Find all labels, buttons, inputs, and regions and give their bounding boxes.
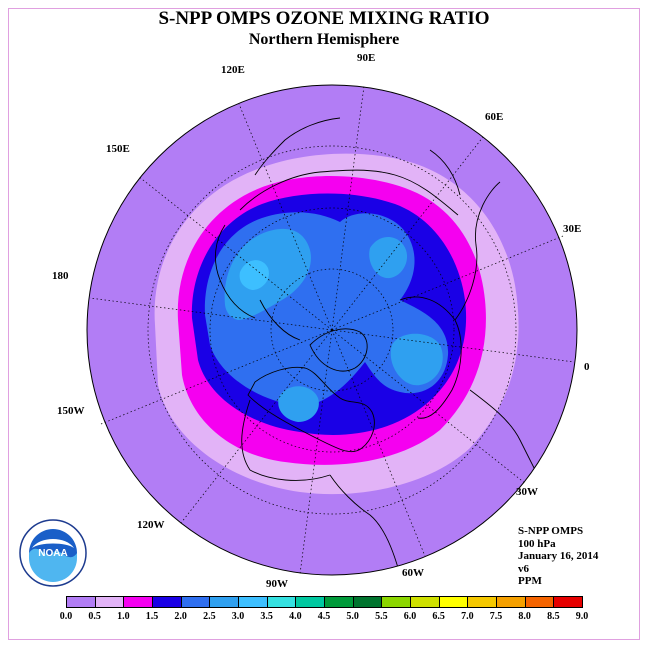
band-3.0 <box>239 260 269 290</box>
noaa-logo: NOAA <box>19 519 87 587</box>
info-version: v6 <box>518 562 529 575</box>
colorbar-swatch <box>324 596 354 608</box>
colorbar-tick-label: 4.0 <box>289 611 302 622</box>
colorbar-swatch <box>152 596 182 608</box>
colorbar-swatch <box>553 596 583 608</box>
colorbar-tick-label: 4.5 <box>317 611 331 622</box>
info-date: January 16, 2014 <box>518 550 599 562</box>
colorbar-tick-label: 0.0 <box>59 611 73 622</box>
colorbar-tick-label: 5.0 <box>346 611 359 622</box>
colorbar-tick-label: 8.5 <box>547 611 560 622</box>
colorbar-swatch <box>123 596 153 608</box>
lon-label-180: 180 <box>52 270 69 282</box>
band-2.5d <box>278 386 319 422</box>
info-level: 100 hPa <box>518 537 556 550</box>
colorbar-swatch <box>438 596 469 608</box>
lon-label-0: 0 <box>584 361 590 373</box>
lon-label-30w: 30W <box>516 486 538 498</box>
colorbar-swatch <box>467 596 497 608</box>
colorbar-tick-label: 9.0 <box>575 611 589 622</box>
map-boundary <box>86 84 578 576</box>
colorbar-swatch <box>94 596 125 608</box>
ozone-field <box>87 85 577 575</box>
colorbar-tick-label: 3.0 <box>231 611 245 622</box>
colorbar-tick-label: 1.5 <box>145 611 159 622</box>
map-subtitle: Northern Hemisphere <box>248 31 400 48</box>
colorbar-tick-label: 7.5 <box>489 611 503 622</box>
figure-frame <box>8 8 640 640</box>
lon-label-120e: 120E <box>221 64 245 76</box>
lon-label-120w: 120W <box>137 519 165 531</box>
colorbar-swatch <box>295 596 325 608</box>
colorbar-tick-label: 6.0 <box>403 611 417 622</box>
coastlines <box>214 117 549 575</box>
colorbar-swatch <box>66 596 96 608</box>
colorbar-swatch <box>381 596 411 608</box>
colorbar-swatch <box>266 596 297 608</box>
colorbar-tick-label: 5.5 <box>375 611 388 622</box>
band-2.5b <box>369 236 408 279</box>
colorbar-tick-label: 2.0 <box>174 611 187 622</box>
lon-label-150e: 150E <box>106 143 130 155</box>
lon-label-90e: 90E <box>357 52 375 64</box>
colorbar-swatch <box>524 596 555 608</box>
colorbar-swatch <box>410 596 440 608</box>
colorbar-swatch <box>496 596 526 608</box>
lon-label-60e: 60E <box>485 111 503 123</box>
colorbar-swatch <box>238 596 268 608</box>
colorbar-tick-label: 0.5 <box>88 611 101 622</box>
colorbar-tick-label: 7.0 <box>461 611 474 622</box>
colorbar-tick-label: 3.5 <box>260 611 273 622</box>
colorbar-tick-label: 8.0 <box>518 611 531 622</box>
colorbar-swatch <box>180 596 211 608</box>
band-2.5c <box>390 333 443 386</box>
colorbar-swatch <box>209 596 239 608</box>
lon-label-30e: 30E <box>563 223 581 235</box>
lon-label-60w: 60W <box>402 567 424 579</box>
lon-label-90w: 90W <box>266 578 288 590</box>
lon-label-150w: 150W <box>57 405 85 417</box>
info-units: PPM <box>518 575 542 587</box>
noaa-logo-text: NOAA <box>38 548 67 559</box>
colorbar-tick-label: 1.0 <box>117 611 130 622</box>
info-instrument: S-NPP OMPS <box>518 525 584 537</box>
longitude-labels: 90E 60E 30E 0 30W 60W 90W 120W 150W 180 … <box>52 52 590 590</box>
colorbar-tick-label: 2.5 <box>203 611 216 622</box>
colorbar-swatch <box>352 596 383 608</box>
colorbar-tick-label: 6.5 <box>432 611 445 622</box>
map-title: S-NPP OMPS OZONE MIXING RATIO <box>158 8 490 29</box>
map-info: S-NPP OMPS 100 hPa January 16, 2014 v6 P… <box>518 525 598 588</box>
graticule <box>89 85 575 575</box>
